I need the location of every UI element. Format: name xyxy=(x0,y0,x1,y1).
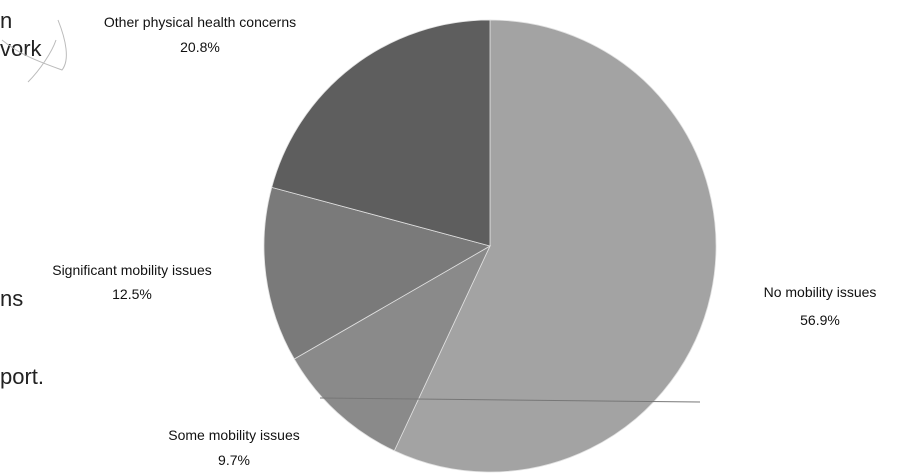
scan-artifact-line xyxy=(319,397,701,403)
pie-slice-no-mobility-issues xyxy=(393,19,717,473)
slice-label: Significant mobility issues xyxy=(52,262,212,278)
pie-slices xyxy=(263,19,717,473)
scribble-outline xyxy=(1,19,67,83)
background-text-1: n xyxy=(0,8,13,33)
background-text-4: port. xyxy=(0,364,45,389)
background-text-3: ns xyxy=(0,286,24,311)
slice-value-label: 20.8% xyxy=(180,39,220,55)
pie-slice-other-physical-health-concerns xyxy=(271,19,491,247)
slice-label: No mobility issues xyxy=(764,284,877,300)
pie-slice-some-mobility-issues xyxy=(293,245,491,452)
slice-value-label: 12.5% xyxy=(112,286,152,302)
pie-labels: No mobility issues 56.9% Some mobility iss… xyxy=(52,14,876,468)
pie-slice-significant-mobility-issues xyxy=(263,186,492,360)
background-text-2: vork xyxy=(0,36,42,61)
slice-value-label: 56.9% xyxy=(800,312,840,328)
slice-label: Some mobility issues xyxy=(168,427,300,443)
slice-label: Other physical health concerns xyxy=(104,14,296,30)
slice-value-label: 9.7% xyxy=(218,452,250,468)
